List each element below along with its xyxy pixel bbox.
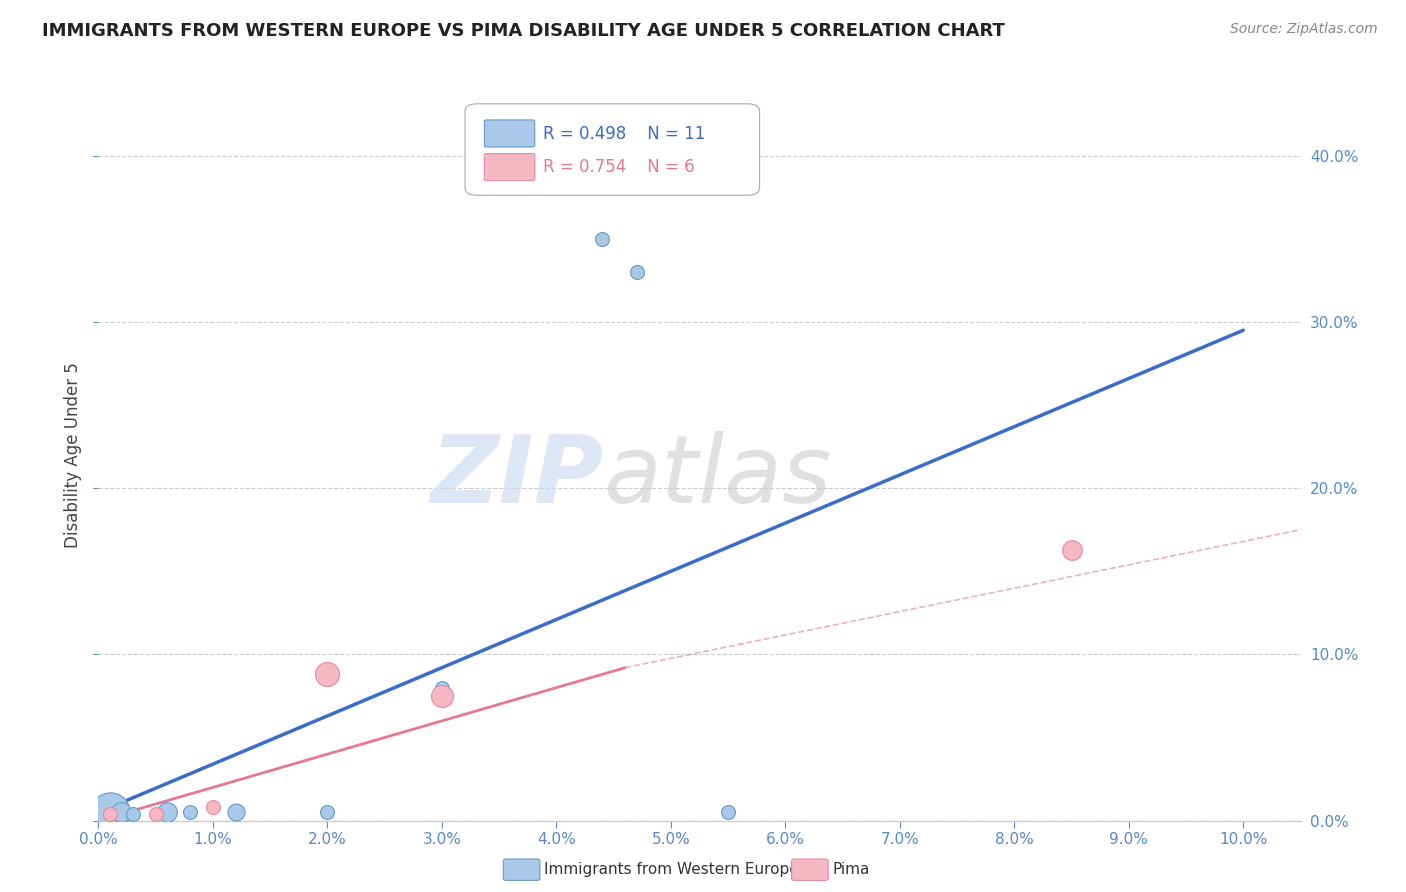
Point bbox=[430, 689, 453, 703]
Point bbox=[626, 265, 648, 279]
FancyBboxPatch shape bbox=[484, 120, 534, 147]
Point bbox=[201, 800, 224, 814]
Text: Immigrants from Western Europe: Immigrants from Western Europe bbox=[544, 863, 799, 877]
Point bbox=[316, 667, 339, 681]
Point bbox=[156, 805, 179, 820]
Y-axis label: Disability Age Under 5: Disability Age Under 5 bbox=[65, 362, 83, 548]
Point bbox=[430, 681, 453, 695]
Point bbox=[717, 805, 740, 820]
Text: R = 0.754    N = 6: R = 0.754 N = 6 bbox=[543, 159, 695, 177]
Point bbox=[98, 807, 121, 822]
Point bbox=[225, 805, 247, 820]
Point bbox=[121, 807, 143, 822]
FancyBboxPatch shape bbox=[484, 153, 534, 180]
Point bbox=[316, 805, 339, 820]
Text: ZIP: ZIP bbox=[430, 431, 603, 523]
Text: R = 0.498    N = 11: R = 0.498 N = 11 bbox=[543, 125, 706, 143]
Text: atlas: atlas bbox=[603, 432, 831, 523]
Point bbox=[179, 805, 201, 820]
FancyBboxPatch shape bbox=[465, 103, 759, 195]
Point bbox=[110, 805, 132, 820]
Point bbox=[1060, 542, 1083, 557]
Text: Source: ZipAtlas.com: Source: ZipAtlas.com bbox=[1230, 22, 1378, 37]
Text: Pima: Pima bbox=[832, 863, 870, 877]
Point bbox=[145, 807, 167, 822]
Point bbox=[591, 232, 613, 246]
Text: IMMIGRANTS FROM WESTERN EUROPE VS PIMA DISABILITY AGE UNDER 5 CORRELATION CHART: IMMIGRANTS FROM WESTERN EUROPE VS PIMA D… bbox=[42, 22, 1005, 40]
Point bbox=[98, 805, 121, 820]
